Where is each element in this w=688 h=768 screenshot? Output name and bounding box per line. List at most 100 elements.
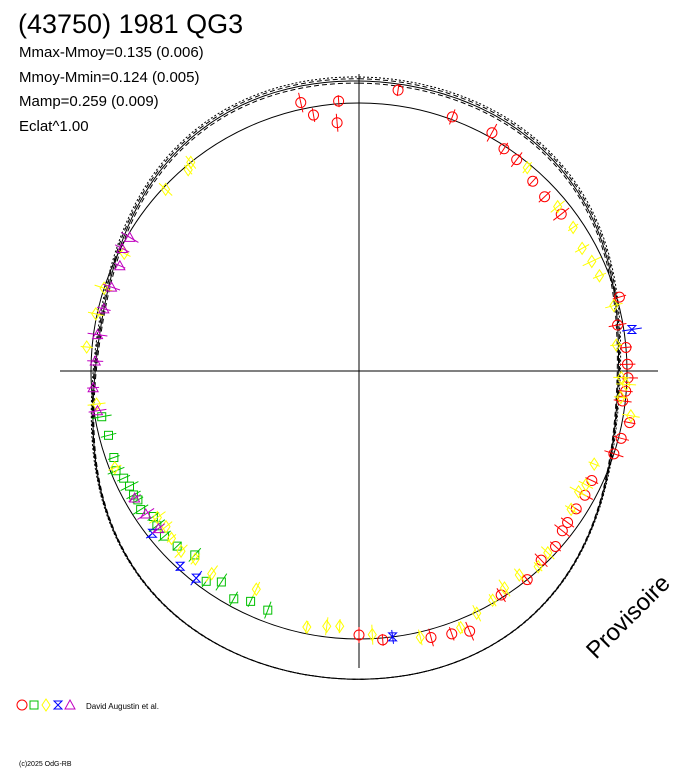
error-bar (538, 190, 551, 203)
data-point-hourglass (174, 561, 186, 571)
data-point-circle (353, 629, 365, 641)
data-point-circle (331, 117, 343, 129)
watermark-text: Provisoire (581, 570, 676, 665)
copyright-footer: (c)2025 OdG-RB (19, 761, 72, 768)
data-point-triangle (91, 328, 104, 340)
data-point-hourglass (626, 325, 638, 335)
data-point-diamond (573, 484, 584, 499)
stat-mmax-mmoy: Mmax-Mmoy=0.135 (0.006) (19, 44, 204, 61)
legend-marker-triangle (64, 698, 76, 710)
data-point-triangle (123, 231, 136, 242)
error-bar (498, 579, 511, 597)
data-point-diamond (566, 502, 576, 517)
data-point-diamond (553, 199, 563, 214)
data-point-circle (392, 84, 404, 96)
error-bar (87, 360, 104, 362)
data-point-circle (624, 417, 636, 429)
data-point-triangle (105, 281, 118, 292)
data-point-triangle (128, 492, 141, 503)
error-bar (114, 244, 130, 253)
data-point-circle (556, 525, 568, 537)
error-bar (158, 182, 173, 196)
error-bar (564, 505, 578, 514)
data-point-triangle (139, 507, 152, 519)
data-point-circle (308, 109, 320, 121)
error-bar (534, 553, 548, 568)
data-point-circle (446, 111, 458, 123)
error-bar (215, 573, 228, 591)
data-point-circle (555, 208, 567, 220)
error-bar (88, 408, 107, 413)
data-point-circle (333, 95, 345, 107)
error-bar (174, 544, 188, 558)
data-point-circle (495, 589, 507, 601)
error-bar (567, 223, 579, 232)
data-point-diamond (543, 545, 553, 560)
fit-curve-lower (93, 82, 618, 680)
data-point-circle (511, 154, 523, 166)
error-bar (183, 164, 193, 175)
error-bar (533, 561, 543, 572)
error-bar (371, 624, 374, 645)
data-point-diamond (152, 510, 162, 525)
error-bar (298, 92, 304, 113)
error-bar (574, 244, 590, 253)
plot-axes (60, 74, 658, 668)
data-point-circle (464, 625, 476, 637)
legend-marker-square (29, 700, 39, 710)
error-bar (117, 249, 131, 257)
error-bar (252, 581, 261, 597)
error-bar (513, 568, 525, 582)
error-bar (205, 565, 219, 583)
data-point-circle (562, 517, 574, 529)
data-point-circle (608, 448, 620, 460)
error-bar (190, 553, 201, 565)
data-point-square (229, 594, 239, 604)
data-point-circle (617, 395, 629, 407)
data-point-diamond (91, 397, 102, 412)
data-point-diamond (533, 559, 543, 574)
error-bar (102, 283, 121, 291)
error-bar (528, 176, 538, 187)
error-bar (569, 486, 588, 497)
error-bar (523, 574, 532, 585)
data-point-diamond (335, 619, 345, 634)
data-point-diamond (587, 254, 597, 269)
error-bar (486, 123, 498, 142)
data-point-diamond (186, 155, 196, 170)
data-point-diamond (499, 581, 510, 595)
data-point-diamond (568, 220, 578, 235)
data-point-diamond (522, 160, 532, 175)
data-point-diamond (456, 620, 466, 635)
error-bar (608, 323, 627, 328)
data-point-circle (613, 291, 625, 303)
data-point-circle (615, 432, 627, 444)
data-point-hourglass (147, 528, 158, 538)
error-bar (166, 534, 177, 543)
data-point-square (263, 605, 273, 615)
error-bar (94, 284, 114, 292)
observation-points (80, 84, 642, 647)
data-point-triangle (97, 302, 110, 314)
data-point-triangle (113, 259, 126, 271)
data-point-circle (620, 341, 632, 353)
fit-curves (90, 76, 622, 680)
data-point-circle (295, 97, 307, 109)
chart-title: (43750) 1981 QG3 (18, 9, 243, 39)
data-point-diamond (166, 531, 177, 546)
legend-marker-circle (16, 699, 28, 711)
error-bar (582, 256, 602, 267)
fit-curve-outer (90, 76, 622, 680)
data-point-diamond (609, 298, 619, 313)
data-point-circle (486, 127, 498, 139)
data-point-square (119, 473, 129, 483)
data-point-diamond (367, 627, 377, 642)
stat-mamp: Mamp=0.259 (0.009) (19, 93, 159, 110)
data-point-diamond (110, 460, 120, 475)
observers-credit: David Augustin et al. (86, 702, 159, 711)
data-point-diamond (589, 457, 599, 472)
data-point-circle (527, 175, 539, 187)
error-bar (554, 524, 571, 538)
error-bar (465, 621, 475, 641)
